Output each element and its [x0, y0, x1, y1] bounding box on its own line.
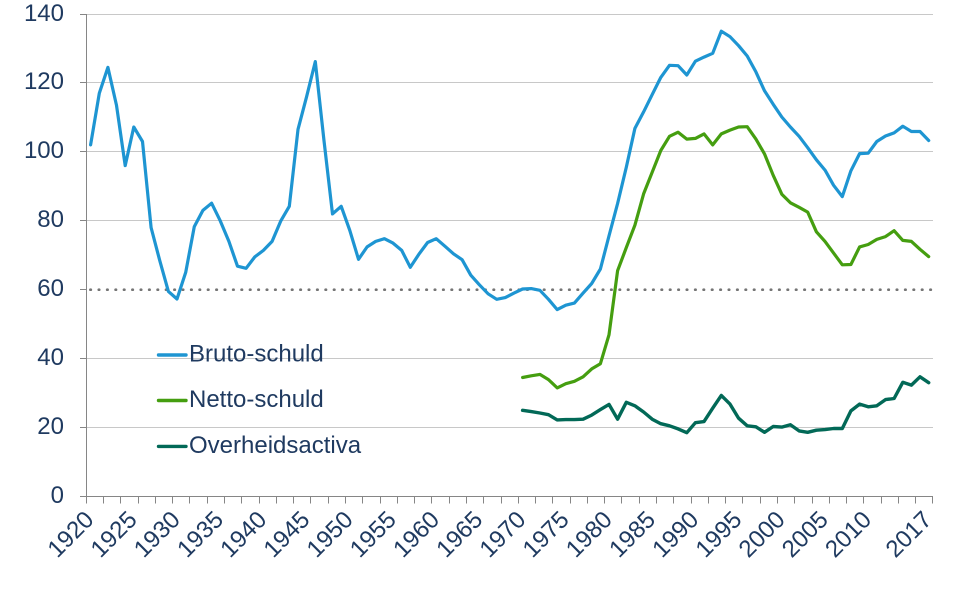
svg-text:40: 40: [37, 344, 64, 371]
svg-text:Bruto-schuld: Bruto-schuld: [189, 341, 324, 368]
svg-text:80: 80: [37, 206, 64, 233]
svg-text:Overheidsactiva: Overheidsactiva: [189, 432, 362, 459]
svg-text:100: 100: [24, 137, 64, 164]
svg-text:0: 0: [51, 482, 64, 509]
svg-text:20: 20: [37, 413, 64, 440]
svg-text:120: 120: [24, 68, 64, 95]
svg-text:60: 60: [37, 275, 64, 302]
svg-text:140: 140: [24, 0, 64, 27]
svg-text:Netto-schuld: Netto-schuld: [189, 386, 324, 413]
